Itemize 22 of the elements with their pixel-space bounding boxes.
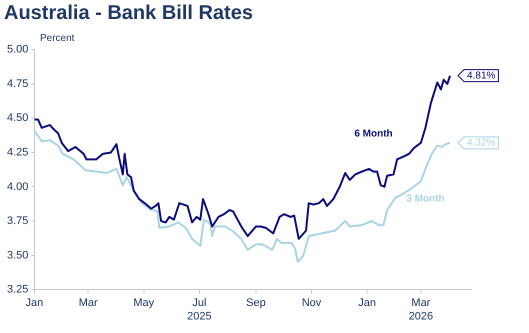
y-tick-label: 4.25 [6, 146, 28, 158]
chart-title: Australia - Bank Bill Rates [4, 2, 253, 25]
text: 6 Month [354, 128, 393, 140]
y-tick-label: 3.75 [6, 215, 28, 228]
series-label: 3 Month [406, 194, 445, 205]
x-tick-label: Jan [26, 297, 44, 310]
annotation: 4.81% [467, 70, 496, 82]
y-tick-label: 4.75 [6, 78, 28, 90]
y-tick-label: 4.50 [6, 112, 28, 124]
y-tick-label: 3.25 [6, 284, 28, 296]
x-tick-label: Jan [358, 297, 376, 310]
x-tick-label: Nov [302, 297, 322, 310]
x-tick-label: Sep [246, 297, 266, 310]
x-tick-label: Mar [78, 297, 98, 310]
y-axis-title: Percent [40, 33, 74, 44]
x-tick-label: Jul 2025 [187, 297, 212, 322]
y-tick-label: 3.50 [6, 249, 28, 262]
x-tick-label: May [133, 297, 155, 310]
y-tick-label: 5.00 [6, 44, 28, 56]
x-tick-label: Mar 2026 [408, 297, 434, 322]
y-tick-label: 4.00 [6, 180, 28, 193]
annotation: 4.32% [467, 138, 496, 149]
